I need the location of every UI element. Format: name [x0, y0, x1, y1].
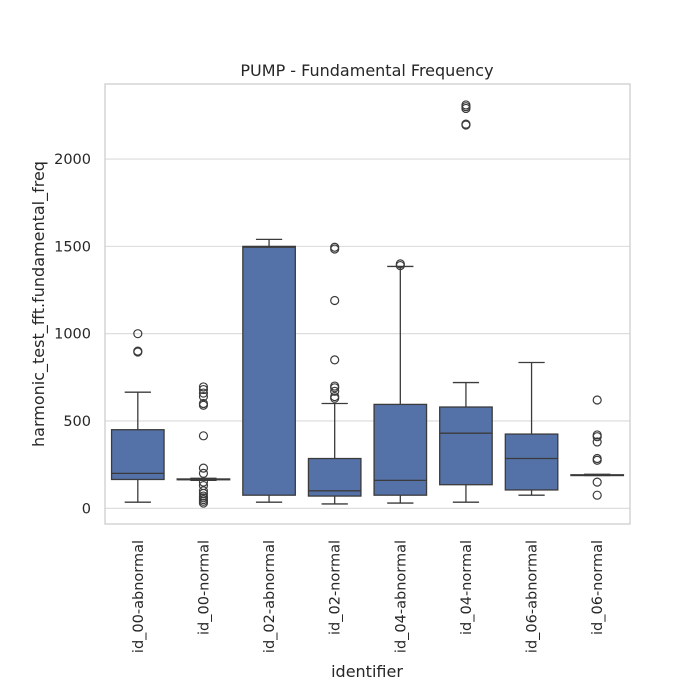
box-group-id_06-abnormal	[504, 361, 559, 496]
outlier-point	[330, 381, 340, 391]
outlier-point	[330, 355, 340, 365]
outlier-point	[592, 490, 602, 500]
box-group-id_06-normal	[570, 395, 625, 500]
outlier-point	[198, 491, 209, 501]
iqr-box	[504, 433, 559, 491]
x-tick-label: id_02-abnormal	[262, 540, 278, 653]
x-tick-label: id_00-abnormal	[131, 540, 147, 653]
outlier-point	[198, 480, 209, 491]
chart-title: PUMP - Fundamental Frequency	[240, 61, 493, 80]
box-group-id_00-abnormal	[110, 329, 165, 503]
boxes	[110, 100, 625, 508]
box-group-id_04-normal	[439, 100, 493, 503]
y-tick-label: 0	[82, 501, 91, 517]
y-tick-label: 1000	[54, 327, 91, 343]
outlier-point	[198, 391, 209, 402]
outlier-point	[461, 100, 471, 110]
outlier-point	[198, 388, 209, 398]
outlier-point	[592, 437, 602, 447]
y-tick-labels: 0 500 1000 1500 2000	[54, 152, 91, 517]
outlier-point	[592, 395, 602, 405]
outlier-point	[198, 463, 209, 473]
outlier-point	[198, 486, 209, 496]
outlier-point	[592, 430, 602, 440]
x-tick-label: id_04-normal	[459, 540, 475, 635]
y-tick-label: 500	[63, 414, 91, 430]
outlier-point	[133, 347, 143, 357]
outlier-point	[330, 295, 340, 306]
outlier-point	[198, 477, 209, 487]
x-tick-label: id_06-abnormal	[525, 540, 541, 653]
outlier-point	[198, 384, 209, 395]
y-tick-label: 1500	[54, 239, 91, 255]
outlier-point	[198, 468, 209, 478]
outlier-point	[330, 242, 340, 252]
plot-frame	[104, 83, 631, 525]
outlier-point	[592, 477, 602, 487]
box-group-id_04-abnormal	[373, 259, 428, 504]
x-axis-label: identifier	[331, 662, 403, 681]
iqr-box	[242, 245, 296, 496]
outlier-point	[198, 382, 209, 392]
box-group-id_02-abnormal	[242, 238, 296, 503]
iqr-box	[373, 403, 428, 496]
outlier-point	[592, 453, 602, 464]
iqr-box	[110, 429, 165, 481]
outlier-point	[198, 398, 209, 409]
outlier-point	[133, 329, 143, 339]
outlier-point	[198, 431, 209, 441]
box-group-id_02-normal	[307, 242, 362, 505]
iqr-box	[307, 457, 362, 497]
x-tick-label: id_04-abnormal	[393, 540, 409, 653]
outlier-point	[330, 391, 340, 402]
x-tick-label: id_02-normal	[328, 540, 344, 635]
y-tick-label: 2000	[54, 152, 91, 168]
outlier-point	[330, 386, 340, 396]
grid-lines	[105, 158, 630, 509]
outlier-point	[395, 259, 405, 269]
x-tick-label: id_00-normal	[196, 540, 212, 635]
iqr-box	[439, 406, 493, 486]
outlier-point	[461, 119, 471, 129]
box-group-id_00-normal	[176, 382, 231, 508]
y-axis-label: harmonic_test_fft.fundamental_freq	[29, 161, 49, 447]
x-tick-labels: id_00-abnormal id_00-normal id_02-abnormal…	[131, 540, 606, 653]
x-tick-label: id_06-normal	[590, 540, 606, 635]
